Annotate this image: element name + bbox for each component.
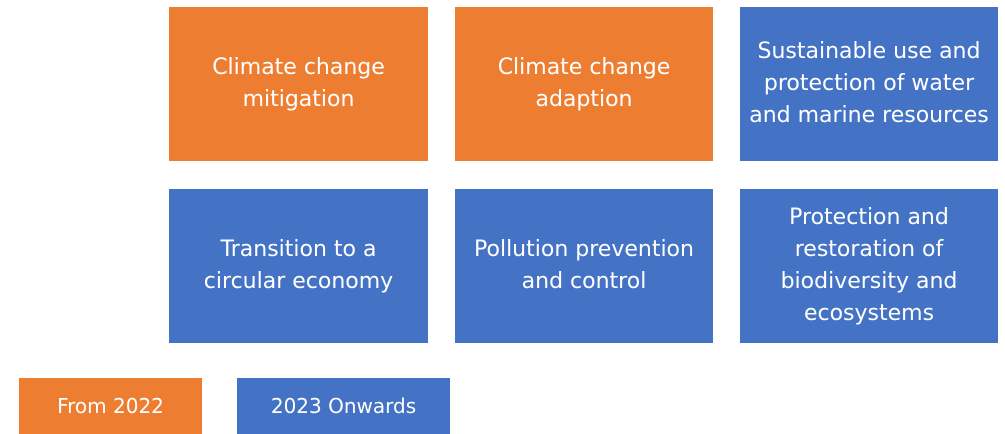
legend-item: From 2022: [19, 378, 202, 434]
node: Climate change mitigation: [169, 7, 428, 161]
node: Protection and restoration of biodiversi…: [740, 189, 998, 343]
node: Transition to a circular economy: [169, 189, 428, 343]
legend-item: 2023 Onwards: [237, 378, 450, 434]
node: Sustainable use and protection of water …: [740, 7, 998, 161]
node: Climate change adaption: [455, 7, 713, 161]
node: Pollution prevention and control: [455, 189, 713, 343]
